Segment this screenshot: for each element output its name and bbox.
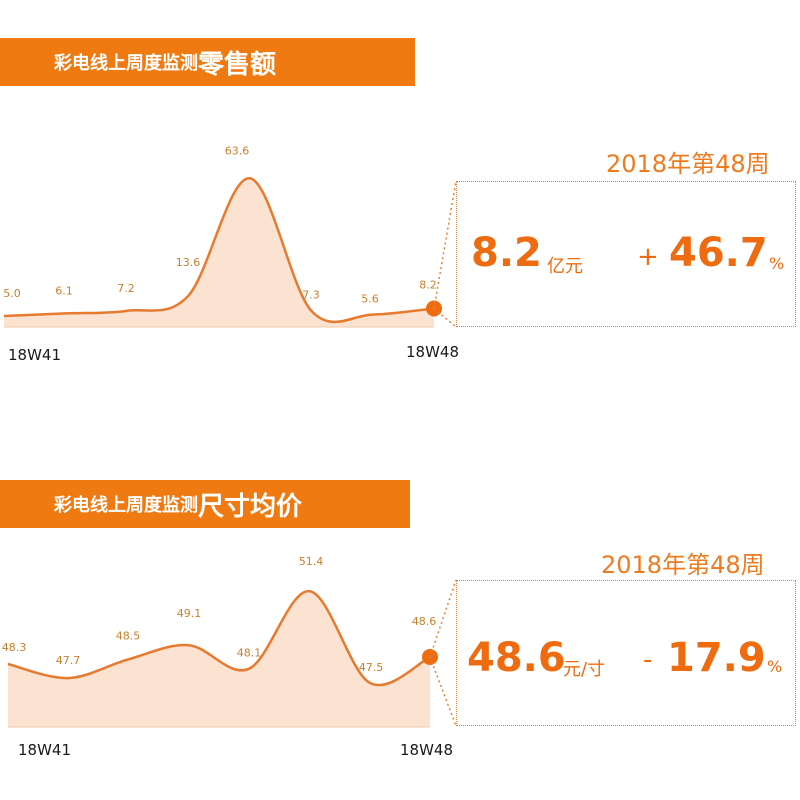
banner-metric: 尺寸均价 — [198, 491, 303, 522]
callout-connector — [429, 656, 457, 727]
period-label: 2018年第48周 — [601, 551, 765, 579]
data-label: 48.6 — [412, 615, 437, 628]
data-label: 48.3 — [2, 641, 27, 654]
x-end-label: 18W48 — [406, 343, 460, 361]
series-line — [3, 177, 435, 324]
banner-metric: 零售额 — [198, 49, 277, 80]
callout-connector — [433, 180, 457, 309]
x-start-label: 18W41 — [8, 346, 62, 364]
data-label: 8.2 — [419, 278, 437, 291]
callout-connector — [429, 579, 457, 658]
data-label: 48.5 — [116, 629, 141, 642]
area-fill — [4, 178, 434, 327]
x-start-label: 18W41 — [18, 741, 72, 759]
banner-prefix: 彩电线上周度监测 — [54, 495, 198, 516]
kpi-change-value: 17.9 — [667, 635, 766, 681]
data-label: 63.6 — [225, 144, 250, 157]
kpi-percent-sign: % — [767, 657, 783, 676]
kpi-box-price: 48.6 元/寸 - 17.9 % — [456, 580, 796, 726]
kpi-value: 8.2 — [471, 230, 542, 276]
kpi-change-value: 46.7 — [669, 230, 768, 276]
kpi-unit: 元/寸 — [563, 659, 606, 680]
data-label: 49.1 — [177, 607, 202, 620]
period-label: 2018年第48周 — [606, 150, 770, 178]
data-label: 5.0 — [3, 287, 21, 300]
x-end-label: 18W48 — [400, 741, 454, 759]
data-label: 47.5 — [359, 661, 384, 674]
series-line — [7, 589, 431, 687]
section-banner-price: 彩电线上周度监测 尺寸均价 — [0, 480, 410, 528]
data-label: 51.4 — [299, 555, 324, 568]
data-label: 48.1 — [237, 647, 262, 660]
kpi-box-sales: 8.2 亿元 + 46.7 % — [456, 181, 796, 327]
kpi-percent-sign: % — [769, 254, 785, 273]
data-label: 7.2 — [117, 282, 135, 295]
sales-area-chart: 5.0 6.1 7.2 13.6 63.6 7.3 5.6 8.2 — [3, 144, 457, 328]
kpi-change-sign: - — [643, 645, 653, 675]
data-label: 5.6 — [361, 293, 379, 306]
section-banner-sales: 彩电线上周度监测 零售额 — [0, 38, 415, 86]
data-label: 7.3 — [302, 289, 320, 302]
data-label: 47.7 — [56, 654, 81, 667]
area-fill — [8, 591, 430, 727]
data-label: 6.1 — [55, 284, 73, 297]
banner-prefix: 彩电线上周度监测 — [54, 53, 198, 74]
data-label: 13.6 — [176, 256, 201, 269]
kpi-value: 48.6 — [467, 635, 566, 681]
kpi-unit: 亿元 — [547, 256, 583, 277]
kpi-change-sign: + — [637, 242, 659, 272]
